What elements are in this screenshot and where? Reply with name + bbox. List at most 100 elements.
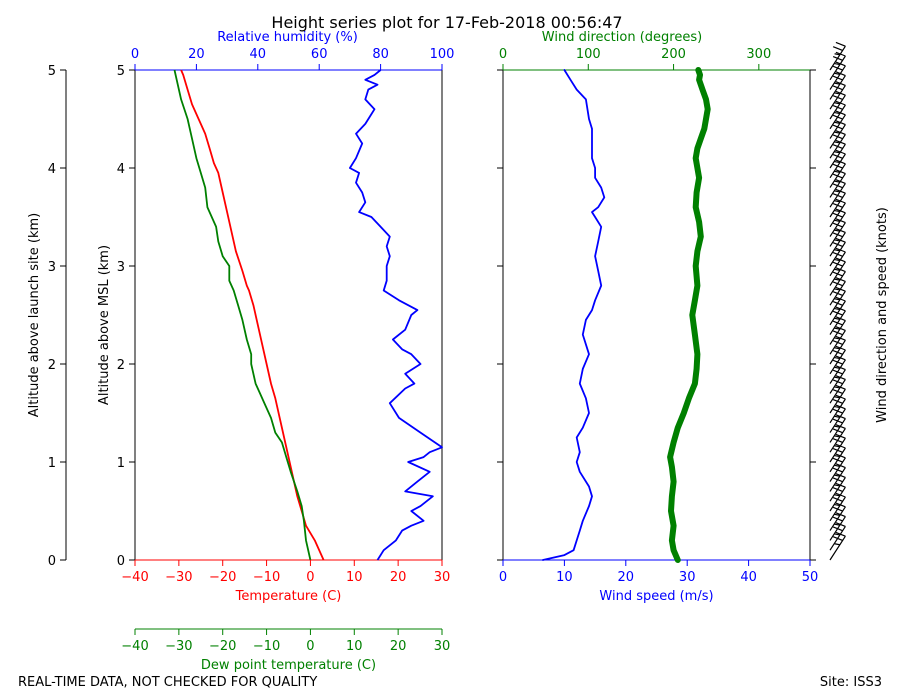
- temp-x-tick-label: 30: [434, 570, 451, 585]
- wspd-x-tick-label: 30: [679, 570, 696, 585]
- wind-barb-staff: [829, 418, 846, 443]
- wind-barb: [829, 335, 846, 365]
- msl-y-tick-label: 2: [117, 358, 125, 373]
- wind-barb-staff: [829, 349, 846, 375]
- wind-barb-staff: [829, 134, 846, 159]
- wspd-x-tick-label: 40: [740, 570, 757, 585]
- wind-barb-feather: [834, 160, 840, 164]
- wind-barb-staff: [829, 241, 846, 267]
- wind-barb-staff: [829, 310, 846, 335]
- rh-x-axis-label: Relative humidity (%): [217, 30, 358, 45]
- wind-barb-feather: [834, 239, 840, 242]
- wind-barb-feather: [834, 72, 840, 75]
- dewpoint-x-tick-label: 10: [346, 639, 363, 654]
- wind-barb-feather: [834, 258, 840, 262]
- wind-barb-feather: [834, 121, 840, 124]
- wind-barb-feather: [834, 513, 840, 516]
- wind-barb-feather: [834, 386, 840, 389]
- wind-barb-feather: [834, 405, 840, 409]
- wdir-x-tick-label: 200: [661, 47, 686, 62]
- wind-barb-feather: [834, 298, 840, 301]
- wind-barb-staff: [829, 408, 846, 433]
- wind-barb-staff: [829, 428, 846, 453]
- wind-barb-staff: [829, 65, 846, 90]
- wind-barb-staff: [829, 271, 846, 296]
- wind-barb-feather: [834, 376, 840, 379]
- wind-barb-staff: [829, 369, 846, 394]
- wind-barb-staff: [829, 94, 846, 120]
- wind-barb-feather: [834, 337, 840, 340]
- wind-barb-feather: [834, 219, 840, 222]
- wind-barb-staff: [829, 251, 846, 277]
- wind-barb-staff: [829, 232, 846, 257]
- wind-barb-feather: [834, 288, 840, 291]
- wind-barb-staff: [829, 212, 846, 237]
- wind-barb-feather: [834, 209, 840, 213]
- wind-barb-staff: [829, 192, 846, 218]
- wind-barb-staff: [829, 75, 846, 100]
- wind-barb-feather: [834, 533, 840, 536]
- wind-panel: Wind direction and speed (knots) 0 10 20 30 4…: [497, 30, 890, 604]
- wind-barb-feather: [834, 307, 840, 311]
- wind-barb-feather: [834, 347, 840, 350]
- wind-barb-staff: [829, 173, 846, 198]
- wind-barb-feather: [834, 141, 840, 144]
- wind-barb-feather: [834, 170, 840, 173]
- wind-barb-feather: [834, 111, 840, 115]
- wind-barbs: [829, 41, 846, 561]
- wind-barb-feather: [834, 543, 840, 546]
- wind-barb-feather: [834, 425, 840, 428]
- thermo-panel: 0 1 2 3 4 5 Altitude above MSL (km) 0 1 2 3 4 5 Altit…: [27, 30, 454, 673]
- rh-x-tick-label: 60: [311, 47, 328, 62]
- wind-barb-feather: [834, 327, 840, 330]
- wind-barb-feather: [834, 454, 840, 458]
- wind-barb-staff: [829, 339, 846, 365]
- wspd-x-axis-label: Wind speed (m/s): [599, 589, 713, 604]
- wind-barb-staff: [829, 477, 846, 502]
- msl-y-tick-label: 3: [117, 260, 125, 275]
- wind-barb-staff: [829, 153, 846, 179]
- wind-barb-staff: [829, 261, 846, 286]
- msl-y-tick-label: 4: [117, 162, 125, 177]
- dewpoint-x-tick-label: 30: [434, 639, 451, 654]
- msl-y-tick-label: 5: [117, 64, 125, 79]
- rh-x-tick-label: 20: [188, 47, 205, 62]
- launch-site-y-tick-label: 4: [48, 162, 56, 177]
- wind-barb-staff: [829, 183, 846, 208]
- wind-barb-feather: [834, 278, 840, 281]
- launch-site-y-tick-label: 1: [48, 456, 56, 471]
- wind-barb-staff: [829, 388, 846, 414]
- wdir-x-tick-label: 300: [746, 47, 771, 62]
- wdir-x-axis-label: Wind direction (degrees): [542, 30, 702, 45]
- wind-barb-feather: [834, 53, 840, 56]
- wind-y-axis-label: Wind direction and speed (knots): [875, 207, 890, 423]
- wind-barb-staff: [829, 202, 846, 228]
- wind-barb-staff: [829, 143, 846, 169]
- launch-site-y-tick-label: 0: [48, 554, 56, 569]
- wind-barb-staff: [829, 163, 846, 188]
- wspd-x-tick-label: 10: [556, 570, 573, 585]
- wdir-x-tick-label: 0: [499, 47, 507, 62]
- temp-x-tick-label: 0: [306, 570, 314, 585]
- temp-x-tick-label: −20: [209, 570, 236, 585]
- wind-barb-staff: [829, 104, 846, 130]
- wdir-x-tick-label: 100: [576, 47, 601, 62]
- temp-x-tick-label: 10: [346, 570, 363, 585]
- launch-site-y-tick-label: 5: [48, 64, 56, 79]
- temp-x-tick-label: −30: [165, 570, 192, 585]
- wind-barb-feather: [834, 200, 840, 203]
- wind-barb-feather: [834, 249, 840, 252]
- temp-x-tick-label: 20: [390, 570, 407, 585]
- wind-speed-line: [542, 69, 606, 561]
- wind-barb-staff: [829, 85, 846, 110]
- wind-barb-staff: [829, 55, 846, 81]
- dewpoint-x-tick-label: −20: [209, 639, 236, 654]
- wspd-x-tick-label: 0: [499, 570, 507, 585]
- wind-barb-staff: [829, 281, 846, 306]
- wind-barb-feather: [834, 445, 840, 448]
- launch-site-y-axis-label: Altitude above launch site (km): [27, 213, 42, 417]
- msl-y-tick-label: 1: [117, 456, 125, 471]
- rh-x-tick-label: 0: [131, 47, 139, 62]
- wind-barb-staff: [829, 526, 846, 551]
